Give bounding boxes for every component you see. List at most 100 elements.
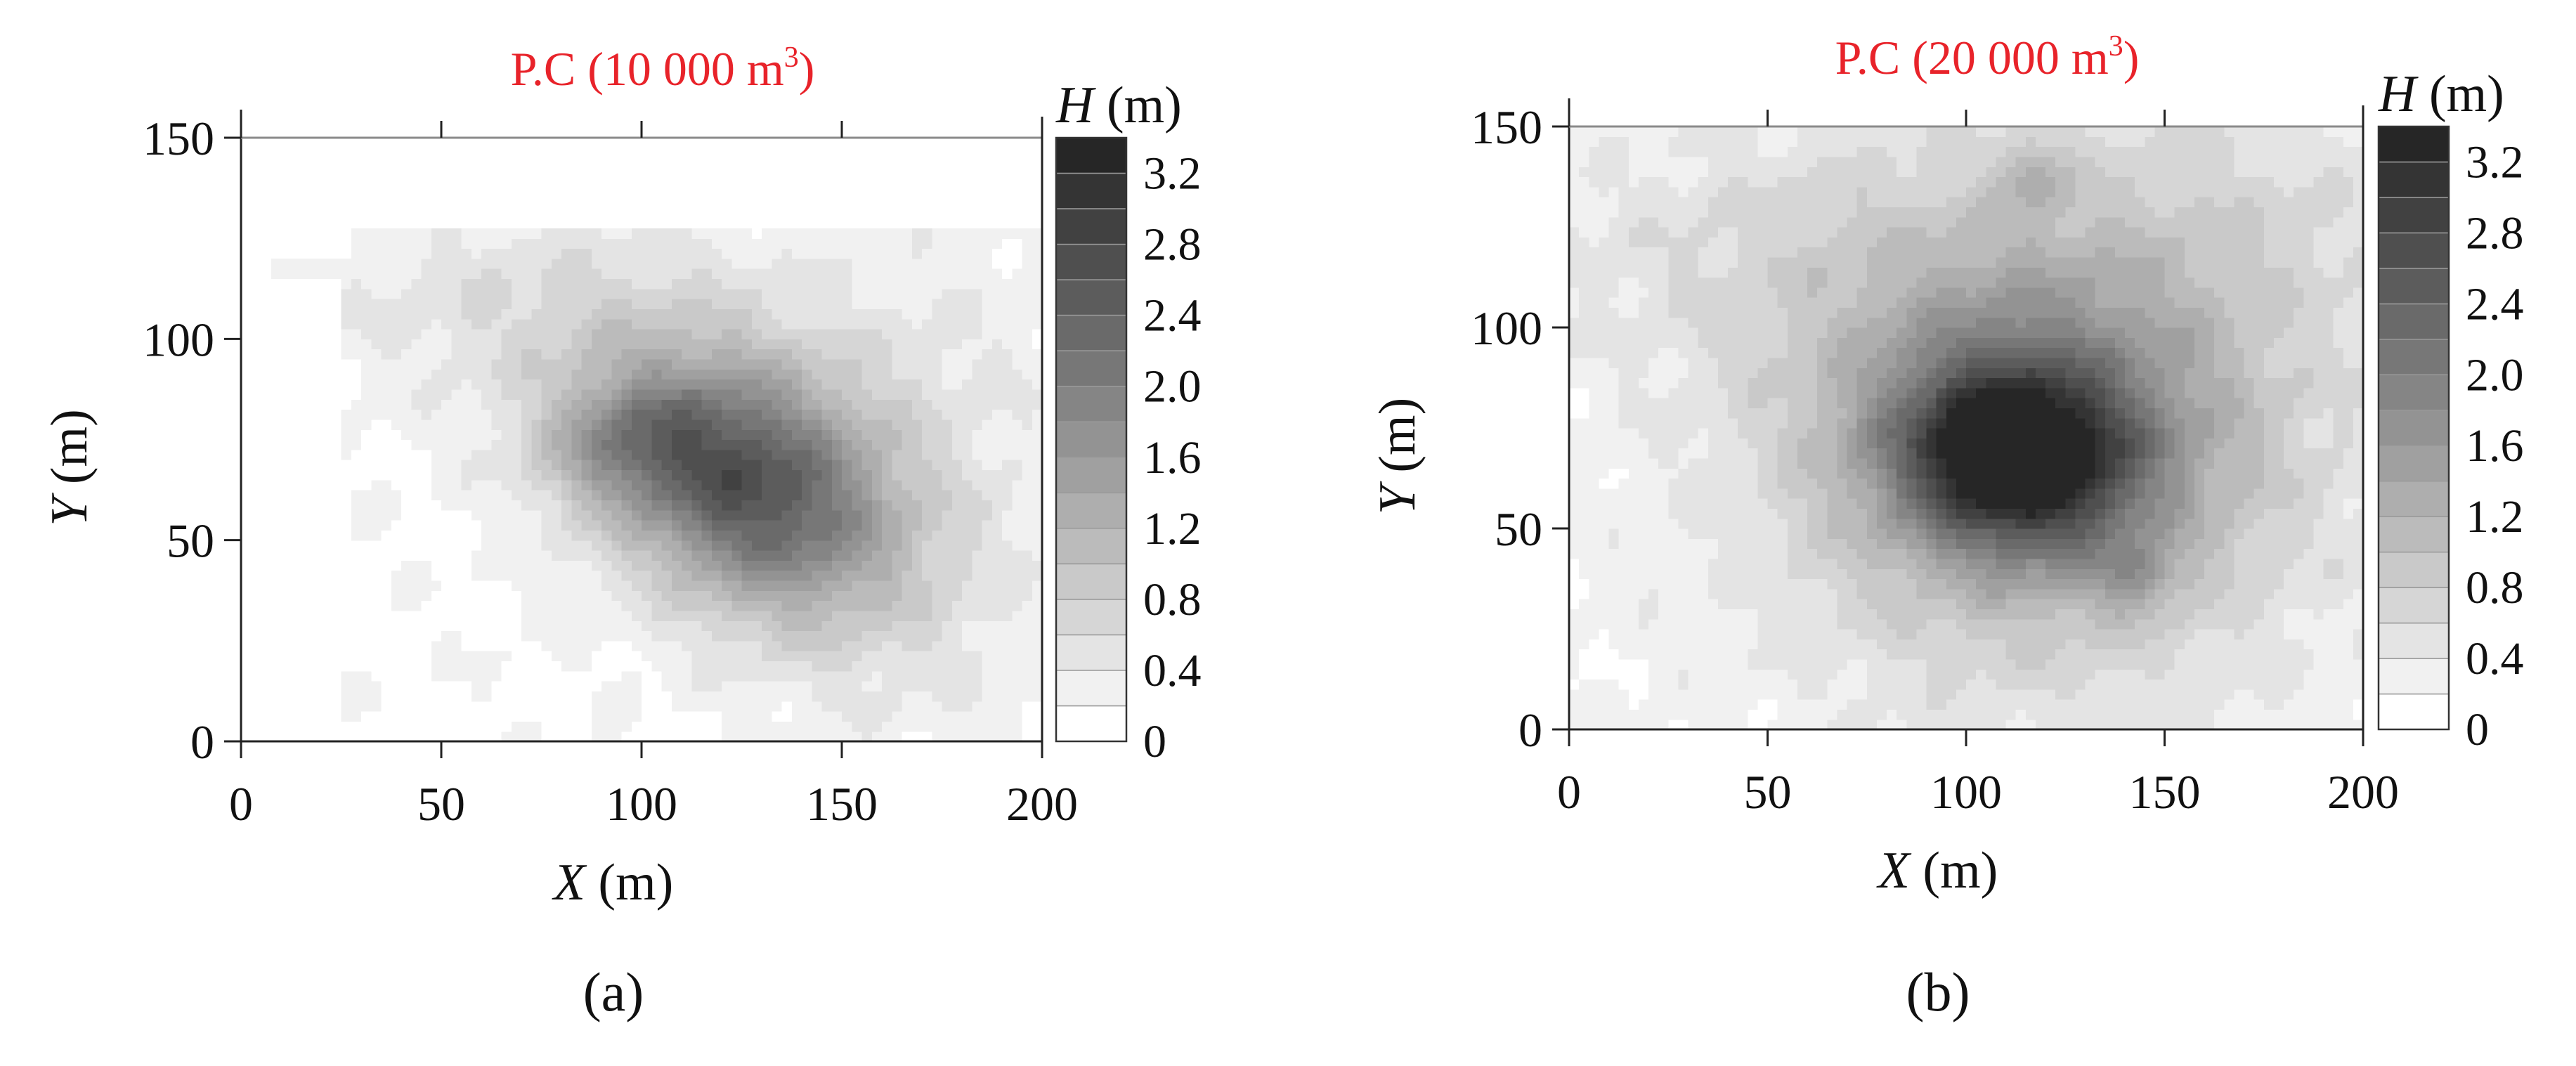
contour-cell xyxy=(381,681,392,691)
contour-cell xyxy=(451,530,462,541)
contour-cell xyxy=(861,369,873,380)
contour-cell xyxy=(601,500,612,511)
contour-cell xyxy=(581,288,592,299)
contour-cell xyxy=(1589,307,1599,318)
contour-cell xyxy=(1728,448,1738,459)
contour-cell xyxy=(661,580,672,591)
contour-cell xyxy=(962,299,972,309)
contour-cell xyxy=(421,308,432,320)
contour-cell xyxy=(1738,679,1748,690)
contour-cell xyxy=(722,711,732,722)
contour-cell xyxy=(491,570,502,581)
contour-cell xyxy=(661,509,672,521)
contour-cell xyxy=(581,721,592,732)
contour-cell xyxy=(982,248,993,259)
contour-cell xyxy=(671,238,682,249)
contour-cell xyxy=(722,640,732,651)
contour-cell xyxy=(1032,530,1043,541)
contour-cell xyxy=(812,449,823,460)
contour-cell xyxy=(521,711,532,722)
contour-cell xyxy=(361,610,372,621)
contour-cell xyxy=(1628,408,1639,419)
contour-cell xyxy=(781,610,793,621)
contour-cell xyxy=(1728,317,1738,328)
contour-cell xyxy=(1032,449,1043,460)
contour-cell xyxy=(621,329,632,339)
contour-cell xyxy=(441,500,452,511)
contour-cell xyxy=(831,409,843,420)
contour-cell xyxy=(341,670,352,682)
contour-cell xyxy=(772,560,783,571)
contour-cell xyxy=(391,651,402,661)
contour-cell xyxy=(1638,337,1649,349)
contour-cell xyxy=(1012,731,1023,742)
contour-cell xyxy=(642,460,652,470)
contour-cell xyxy=(381,560,392,571)
contour-cell xyxy=(671,399,682,410)
contour-cell xyxy=(1698,417,1709,429)
contour-cell xyxy=(531,389,542,400)
contour-cell xyxy=(1012,711,1023,722)
contour-cell xyxy=(1728,649,1738,660)
contour-cell xyxy=(1658,357,1669,368)
contour-cell xyxy=(1569,368,1580,379)
contour-cell xyxy=(291,268,302,279)
contour-cell xyxy=(1717,599,1729,609)
contour-cell xyxy=(932,359,943,370)
contour-cell xyxy=(852,248,863,259)
contour-cell xyxy=(451,469,462,481)
contour-cell xyxy=(401,640,412,651)
contour-cell xyxy=(661,449,672,460)
contour-cell xyxy=(642,530,652,541)
contour-cell xyxy=(1589,247,1599,258)
contour-cell xyxy=(1032,500,1043,511)
contour-cell xyxy=(561,661,572,672)
contour-cell xyxy=(781,620,793,632)
contour-cell xyxy=(481,670,492,682)
contour-cell xyxy=(521,479,532,490)
contour-cell xyxy=(541,570,552,581)
contour-cell xyxy=(471,550,482,561)
contour-cell xyxy=(1628,599,1639,609)
contour-cell xyxy=(551,479,562,490)
contour-cell xyxy=(1012,329,1023,339)
contour-cell xyxy=(982,509,993,521)
contour-cell xyxy=(962,419,972,430)
contour-cell xyxy=(642,228,652,239)
contour-cell xyxy=(1589,578,1599,590)
contour-cell xyxy=(682,429,692,441)
contour-cell xyxy=(1002,540,1013,551)
contour-cell xyxy=(531,399,542,410)
contour-cell xyxy=(741,228,753,239)
contour-cell xyxy=(381,419,392,430)
contour-cell xyxy=(871,610,883,621)
contour-cell xyxy=(1757,488,1769,499)
contour-cell xyxy=(631,500,642,511)
contour-cell xyxy=(691,238,703,249)
contour-cell xyxy=(932,460,943,470)
contour-cell xyxy=(501,469,512,481)
contour-cell xyxy=(1579,307,1589,318)
contour-cell xyxy=(581,238,592,249)
contour-cell xyxy=(852,238,863,249)
contour-cell xyxy=(1032,590,1043,602)
contour-cell xyxy=(521,349,532,360)
contour-cell xyxy=(852,661,863,672)
contour-cell xyxy=(351,711,362,722)
contour-cell xyxy=(722,731,732,742)
contour-cell xyxy=(701,640,713,651)
contour-cell xyxy=(431,339,442,350)
contour-cell xyxy=(1777,658,1788,670)
contour-cell xyxy=(1579,498,1589,509)
contour-cell xyxy=(601,711,612,722)
contour-cell xyxy=(671,460,682,470)
contour-cell xyxy=(1648,216,1659,228)
contour-cell xyxy=(812,701,823,712)
contour-cell xyxy=(791,509,802,521)
contour-cell xyxy=(1668,327,1679,338)
contour-cell xyxy=(511,469,522,481)
contour-cell xyxy=(871,318,883,330)
contour-cell xyxy=(842,691,852,702)
contour-cell xyxy=(581,258,592,269)
contour-cell xyxy=(1767,719,1778,730)
